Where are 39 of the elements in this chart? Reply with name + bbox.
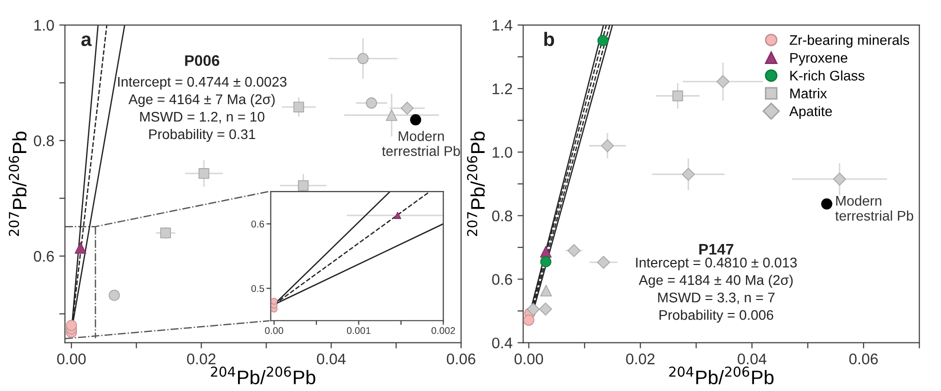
legend-label: Pyroxene	[790, 53, 848, 66]
legend-label: K-rich Glass	[790, 70, 864, 81]
y-tick-label: 1.0	[492, 146, 512, 158]
x-tick-label: 0.001	[346, 327, 370, 334]
annotation: Intercept = 0.4810 ± 0.013 Age = 4184 ± 40 Ma (2σ) MSWD = 3.3, n = 7 Probability = 0.006	[636, 258, 797, 323]
x-tick-label: 0.00	[514, 354, 544, 364]
y-tick-label: 1.4	[492, 20, 512, 31]
y-axis-title: $^{207}$Pb/$^{206}$Pb	[8, 132, 27, 236]
y-tick-label: 1.0	[34, 20, 54, 31]
x-tick-label: 0.00	[265, 327, 284, 334]
x-axis-title: $^{204}$Pb/$^{206}$Pb	[210, 366, 316, 384]
y-tick-label: 0.6	[34, 250, 54, 262]
y-tick-label: 0.6	[492, 274, 512, 285]
annotation: Modern terrestrial Pb	[382, 130, 460, 156]
y-tick-label: 0.4	[492, 338, 512, 348]
annotation: Modern terrestrial Pb	[835, 196, 914, 221]
annotation: Intercept = 0.4744 ± 0.0023 Age = 4164 ± 7 Ma (2σ) MSWD = 1.2, n = 10 Probability = 0.31	[118, 76, 286, 142]
x-tick-label: 0.06	[446, 354, 476, 364]
x-tick-label: 0.00	[57, 354, 86, 364]
legend-label: Apatite	[789, 106, 832, 119]
x-tick-label: 0.02	[626, 354, 654, 364]
y-axis-title: $^{207}$Pb/$^{206}$Pb	[467, 132, 485, 236]
x-axis-title: $^{204}$Pb/$^{206}$Pb	[669, 366, 774, 384]
legend-label: Matrix	[790, 88, 827, 98]
annotation: b	[544, 32, 554, 46]
x-tick-label: 0.06	[849, 354, 878, 364]
y-tick-label: 1.2	[492, 83, 512, 94]
y-tick-label: 0.8	[34, 135, 54, 146]
legend-label: Zr-bearing minerals	[790, 34, 910, 48]
x-tick-label: 0.02	[187, 354, 216, 364]
x-tick-label: 0.002	[432, 327, 455, 334]
annotation: P006	[185, 55, 220, 66]
y-tick-label: 0.6	[251, 220, 264, 228]
y-tick-label: 0.5	[251, 285, 264, 292]
annotation: P147	[699, 244, 734, 255]
x-tick-label: 0.04	[738, 354, 766, 364]
annotation: a	[81, 35, 92, 46]
x-tick-label: 0.04	[316, 354, 346, 364]
y-tick-label: 0.8	[492, 210, 512, 222]
